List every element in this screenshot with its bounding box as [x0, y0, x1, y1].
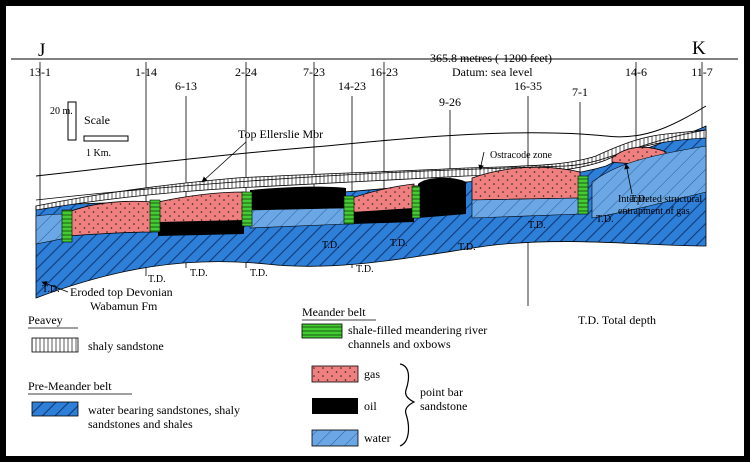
well-label: 14-6 [625, 65, 647, 79]
legend-point-bar: gas oil water point bar sandstone [311, 363, 467, 447]
datum-line2: Datum: sea level [452, 65, 533, 79]
cross-section-diagram: J K -365.8 metres (-1200 feet) Datum: se… [11, 38, 738, 447]
well-label: 6-13 [175, 79, 197, 93]
legend-swatch-gas [311, 365, 359, 383]
scale-title: Scale [84, 113, 110, 127]
legend-oil-label: oil [364, 399, 377, 413]
td-marker: T.D. [42, 284, 60, 295]
oil-body-4 [418, 177, 466, 218]
well-label: 16-23 [370, 65, 398, 79]
well-label: 7-1 [572, 85, 588, 99]
well-label: 16-35 [514, 79, 542, 93]
well-label: 2-24 [235, 65, 257, 79]
annotation-eroded-2: Wabamun Fm [90, 299, 158, 313]
scale-vertical: 20 m. [50, 106, 73, 117]
legend-shaly-label: shaly sandstone [88, 339, 164, 353]
td-marker: T.D. [528, 220, 546, 231]
shaly-sandstone-band [35, 129, 707, 211]
legend-pre-meander-line2: sandstones and shales [88, 417, 193, 431]
td-marker: T.D. [596, 214, 614, 225]
legend-swatch-oil [312, 398, 358, 414]
water-zone-3 [591, 145, 707, 219]
legend-swatch-shale [301, 323, 343, 339]
legend-pre-meander-title: Pre-Meander belt [28, 379, 112, 393]
shale-channel-2 [149, 199, 161, 233]
well-label: 1-14 [135, 65, 157, 79]
well-label: 14-23 [338, 79, 366, 93]
td-marker: T.D. [356, 264, 374, 275]
td-marker: T.D. [322, 240, 340, 251]
legend-gas-label: gas [364, 367, 380, 381]
oil-body-1 [158, 220, 244, 236]
legend-water-label: water [364, 431, 391, 445]
annotation-structural-2: entrapment of gas [618, 206, 690, 217]
datum-line1: -365.8 metres (-1200 feet) [426, 51, 552, 65]
annotation-eroded-1: Eroded top Devonian [70, 285, 173, 299]
td-markers: T.D. T.D. T.D. T.D. T.D. T.D. T.D. T.D. T.D. T.D.… [42, 194, 648, 295]
scale-bar: 20 m. Scale 1 Km. [50, 101, 129, 159]
legend-meander-line2: channels and oxbows [348, 337, 451, 351]
overburden-line [35, 105, 707, 177]
section-end-left: J [38, 40, 45, 61]
legend-swatch-pre-meander [31, 401, 79, 417]
oil-body-2 [250, 186, 346, 210]
well-label: 11-7 [691, 65, 713, 79]
section-end-right: K [692, 38, 706, 59]
legend-point-bar-line1: point bar [420, 385, 463, 399]
td-marker: T.D. [250, 268, 268, 279]
td-marker: T.D. [458, 242, 476, 253]
annotation-ostracode: Ostracode zone [490, 150, 552, 161]
shale-channel-5 [411, 185, 421, 219]
legend-peavey: Peavey shaly sandstone [28, 313, 164, 353]
legend-brace [399, 363, 416, 447]
legend-pre-meander-line1: water bearing sandstones, shaly [88, 403, 240, 417]
legend-swatch-shaly [31, 337, 79, 353]
legend-swatch-water [311, 429, 359, 447]
legend-meander: Meander belt shale-filled meandering riv… [301, 305, 487, 351]
shale-channel-4 [343, 195, 355, 225]
annotation-top-ellerslie: Top Ellerslie Mbr [238, 127, 323, 141]
legend-td: T.D. Total depth [578, 313, 656, 327]
legend-peavey-title: Peavey [28, 313, 63, 327]
well-label: 9-26 [439, 95, 461, 109]
td-marker: T.D. [148, 274, 166, 285]
legend-pre-meander: Pre-Meander belt water bearing sandstone… [28, 379, 240, 431]
well-label: 13-1 [29, 65, 51, 79]
td-marker: T.D. [190, 268, 208, 279]
td-marker: T.D. [390, 238, 408, 249]
shale-channel-6 [577, 175, 589, 215]
annotation-structural-1: Interpreted structural [618, 194, 702, 205]
cross-section-panel: J K -365.8 metres (-1200 feet) Datum: se… [6, 6, 744, 456]
td-marker: T.D. [630, 194, 648, 205]
legend-meander-line1: shale-filled meandering river [348, 323, 487, 337]
ostracode-line [35, 129, 707, 201]
geologic-layers [35, 105, 707, 299]
oil-body-3 [352, 208, 414, 224]
legend-point-bar-line2: sandstone [420, 399, 467, 413]
shale-channel-1 [61, 209, 73, 243]
shale-channel-3 [241, 191, 253, 227]
well-label: 7-23 [303, 65, 325, 79]
scale-horizontal: 1 Km. [86, 148, 111, 159]
legend-meander-title: Meander belt [302, 305, 366, 319]
